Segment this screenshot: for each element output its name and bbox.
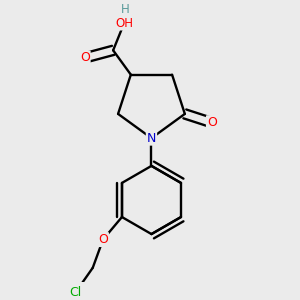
Text: O: O	[207, 116, 217, 129]
Text: H: H	[121, 4, 130, 16]
Text: Cl: Cl	[69, 286, 82, 299]
Text: OH: OH	[115, 16, 133, 30]
Text: O: O	[98, 233, 108, 246]
Text: N: N	[147, 132, 156, 145]
Text: O: O	[80, 51, 90, 64]
